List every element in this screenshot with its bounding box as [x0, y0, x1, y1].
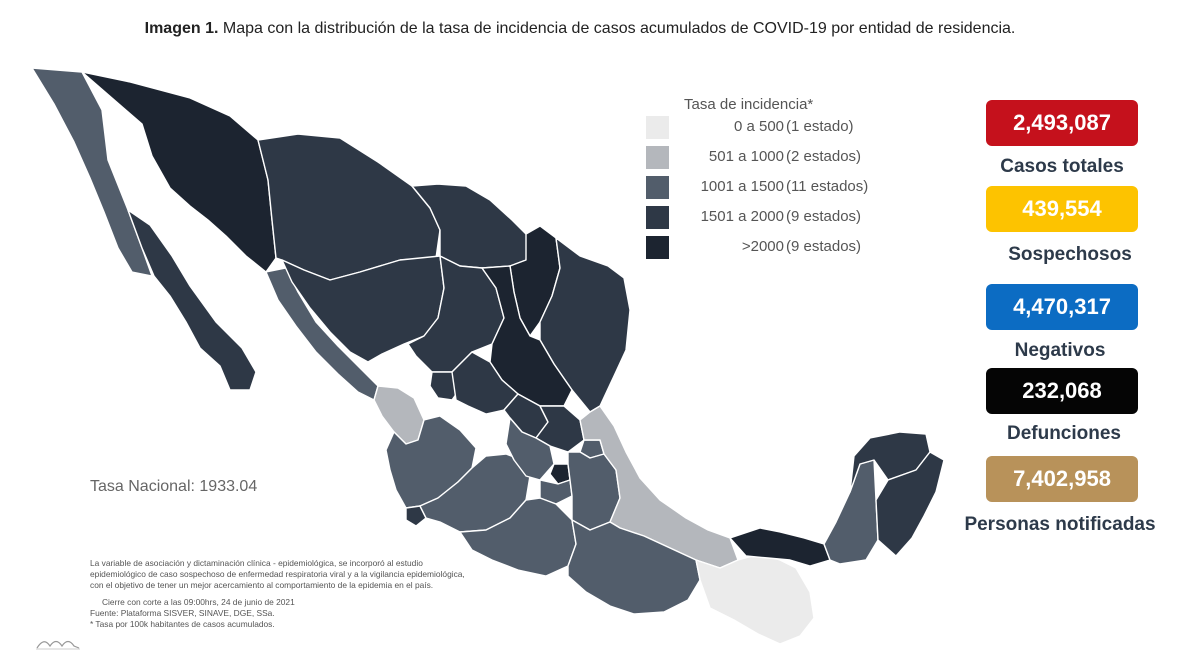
state-oaxaca[interactable] [567, 519, 701, 615]
legend-count: (11 estados) [786, 178, 869, 195]
state-colima[interactable] [405, 505, 427, 527]
legend-range: 501 a 1000 [708, 148, 784, 165]
legend-count: (9 estados) [786, 208, 862, 225]
stat-suspected-label: Sospechosos [1008, 244, 1132, 265]
legend-item: 1501 a 2000 (9 estados) [646, 204, 886, 230]
state-mexico[interactable] [505, 417, 555, 481]
stat-notified-label: Personas notificadas [964, 514, 1156, 535]
legend-item: 1001 a 1500 (11 estados) [646, 174, 886, 200]
legend-swatch [646, 236, 669, 259]
state-chiapas[interactable] [695, 553, 815, 645]
note-line: epidemiológico de caso sospechoso de enf… [90, 569, 465, 579]
legend-item: >2000 (9 estados) [646, 234, 886, 260]
caption-label: Imagen 1. [144, 20, 219, 37]
state-guanajuato[interactable] [451, 351, 519, 415]
stat-deaths-label: Defunciones [1006, 423, 1122, 444]
legend-range: 1501 a 2000 [700, 208, 784, 225]
stat-deaths-value: 232,068 [986, 368, 1138, 414]
stat-negative-label: Negativos [1014, 340, 1106, 361]
legend-swatch [646, 206, 669, 229]
legend-range: >2000 [741, 238, 784, 255]
state-nuevo-leon[interactable] [509, 225, 561, 337]
legend-count: (9 estados) [786, 238, 862, 255]
mexico-map [20, 60, 980, 660]
figure-caption: Imagen 1. Mapa con la distribución de la… [0, 20, 1160, 38]
cut-date: Cierre con corte a las 09:00hrs, 24 de j… [102, 597, 295, 607]
stat-total-cases-value: 2,493,087 [986, 100, 1138, 146]
methodology-notes: La variable de asociación y dictaminació… [90, 558, 560, 630]
state-baja-california-sur[interactable] [127, 209, 257, 391]
state-baja-california[interactable] [31, 67, 153, 277]
mexico-map-svg [31, 67, 945, 645]
source-note: Fuente: Plataforma SISVER, SINAVE, DGE, … [90, 608, 275, 618]
national-rate: Tasa Nacional: 1933.04 [90, 478, 258, 495]
state-campeche[interactable] [823, 459, 879, 565]
legend-range: 0 a 500 [733, 118, 784, 135]
state-quintana-roo[interactable] [875, 451, 945, 557]
legend-swatch [646, 176, 669, 199]
note-line: La variable de asociación y dictaminació… [90, 558, 423, 568]
stat-notified-value: 7,402,958 [986, 456, 1138, 502]
stat-negative-value: 4,470,317 [986, 284, 1138, 330]
stat-suspected-value: 439,554 [986, 186, 1138, 232]
legend-swatch [646, 146, 669, 169]
legend-swatch [646, 116, 669, 139]
rate-footnote: * Tasa por 100k habitantes de casos acum… [90, 619, 275, 629]
note-line: con el objetivo de tener un mejor acerca… [90, 580, 434, 590]
legend-count: (1 estado) [786, 118, 854, 135]
stat-total-cases-label: Casos totales [1000, 156, 1124, 177]
legend-range: 1001 a 1500 [700, 178, 784, 195]
legend-title: Tasa de incidencia* [684, 96, 814, 113]
legend-item: 0 a 500 (1 estado) [646, 114, 886, 140]
caption-text: Mapa con la distribución de la tasa de i… [222, 20, 1016, 37]
legend-count: (2 estados) [786, 148, 862, 165]
legend-item: 501 a 1000 (2 estados) [646, 144, 886, 170]
logo-icon [36, 640, 80, 650]
state-nayarit[interactable] [373, 385, 425, 445]
